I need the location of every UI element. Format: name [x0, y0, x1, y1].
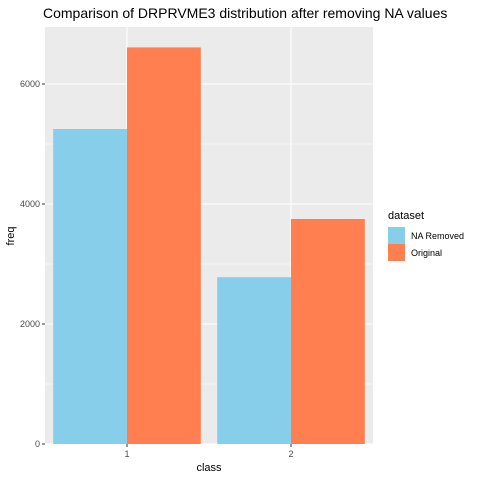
legend-swatch	[388, 244, 405, 261]
legend: dataset NA Removed Original	[388, 210, 464, 261]
legend-title: dataset	[388, 210, 424, 222]
bar	[127, 47, 201, 445]
y-tick-label: 0	[35, 439, 40, 449]
bars	[53, 47, 365, 445]
x-tick-label: 1	[124, 449, 129, 459]
chart-title: Comparison of DRPRVME3 distribution afte…	[43, 5, 447, 21]
y-tick-label: 4000	[20, 199, 40, 209]
legend-label: NA Removed	[411, 231, 464, 241]
y-tick-label: 6000	[20, 79, 40, 89]
legend-swatch	[388, 227, 405, 244]
legend-label: Original	[411, 248, 442, 258]
x-axis-title: class	[196, 462, 222, 474]
y-axis-title: freq	[5, 227, 17, 246]
bar	[291, 219, 365, 444]
y-axis-ticks: 0 2000 4000 6000	[20, 79, 45, 449]
x-tick-label: 2	[288, 449, 293, 459]
bar	[217, 277, 291, 444]
y-tick-label: 2000	[20, 319, 40, 329]
bar	[53, 129, 128, 444]
